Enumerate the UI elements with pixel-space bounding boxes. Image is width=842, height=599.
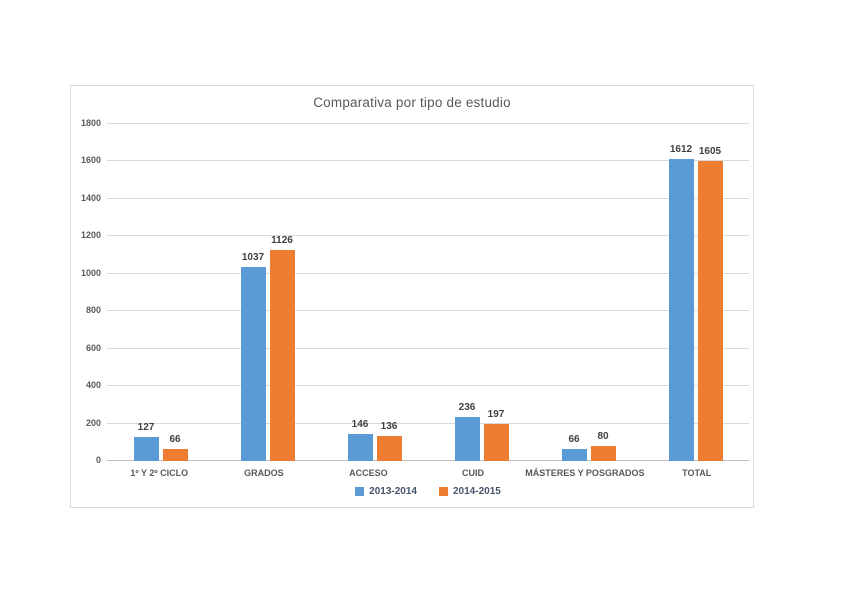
x-category-label: TOTAL (682, 468, 712, 478)
gridline: 1800 (81, 119, 749, 128)
bar-2014-2015: 136 (376, 421, 402, 461)
legend-swatch-icon (439, 487, 448, 496)
y-tick-label: 1000 (80, 267, 101, 278)
bar-2013-2014: 236 (454, 402, 480, 461)
data-label: 197 (487, 409, 505, 421)
legend-swatch-icon (355, 487, 365, 496)
bar-2013-2014: 127 (133, 422, 159, 461)
bar-2013-2014: 146 (347, 419, 373, 461)
data-label: 236 (458, 401, 476, 413)
bar-2014-2015: 80 (590, 431, 616, 461)
data-label: 146 (351, 418, 369, 430)
gridline: 600 (86, 343, 749, 352)
y-tick-label: 0 (95, 455, 101, 465)
x-axis-line: 0 (96, 456, 749, 465)
legend-label: 2014-2015 (453, 486, 501, 497)
gridline: 1600 (81, 156, 749, 165)
gridline: 1000 (81, 268, 749, 277)
y-tick-label: 200 (85, 417, 101, 428)
data-label: 66 (568, 433, 580, 445)
data-label: 1612 (669, 144, 693, 156)
gridline: 200 (86, 418, 749, 427)
chart-container: Comparativa por tipo de estudio 0 200 400 6… (70, 85, 754, 508)
bar-2014-2015: 66 (162, 434, 188, 461)
x-category-label: GRADOS (244, 468, 284, 478)
legend-item: 2014-2015 (439, 486, 501, 497)
x-category-label: MÁSTERES Y POSGRADOS (525, 468, 645, 478)
bar-2014-2015: 1126 (269, 235, 295, 461)
gridline: 1200 (81, 231, 749, 240)
gridline: 1400 (81, 193, 749, 202)
bar-group: 1037 1126 (214, 124, 321, 461)
legend-item: 2013-2014 (355, 486, 417, 497)
data-label: 1126 (271, 235, 293, 247)
data-label: 1037 (241, 251, 265, 263)
data-label: 1605 (698, 145, 722, 157)
y-tick-label: 400 (85, 380, 101, 391)
y-tick-label: 1400 (80, 192, 101, 203)
bar-2014-2015: 1605 (697, 146, 723, 461)
bar-group: 146 136 (321, 124, 428, 461)
legend: 2013-2014 2014-2015 (107, 486, 749, 497)
bar-group: 236 197 (428, 124, 535, 461)
bar-2013-2014: 66 (561, 434, 587, 461)
bar-2013-2014: 1037 (240, 252, 266, 461)
x-category-label: CUID (461, 468, 484, 478)
y-tick-label: 1800 (80, 118, 101, 128)
chart-title: Comparativa por tipo de estudio (313, 95, 511, 110)
x-category-label: 1º Y 2º CICLO (130, 468, 189, 478)
y-tick-label: 1200 (80, 230, 101, 241)
x-category-label: ACCESO (349, 468, 388, 478)
bar-group: 1612 1605 (642, 124, 749, 461)
y-tick-label: 800 (85, 305, 101, 316)
plot-area: 0 200 400 600 800 1000 1200 1400 1600 1800 127 66 1… (81, 119, 749, 465)
gridline: 800 (86, 306, 749, 315)
legend-label: 2013-2014 (369, 486, 417, 497)
data-label: 136 (380, 420, 398, 432)
gridline: 400 (86, 381, 749, 390)
bar-group: 127 66 (107, 124, 214, 461)
y-tick-label: 600 (85, 342, 101, 353)
data-label: 127 (137, 422, 155, 434)
category-axis: 1º Y 2º CICLO GRADOS ACCESO CUID MÁSTERES Y … (107, 468, 749, 478)
bar-group: 66 80 (535, 124, 642, 461)
bar-series-area: 127 66 1037 1126 146 136 236 197 66 80 1612 1605 (107, 124, 749, 461)
data-label: 80 (597, 431, 609, 443)
data-label: 66 (169, 433, 181, 445)
bar-2013-2014: 1612 (668, 144, 694, 461)
y-tick-label: 1600 (80, 155, 101, 166)
bar-2014-2015: 197 (483, 409, 509, 461)
